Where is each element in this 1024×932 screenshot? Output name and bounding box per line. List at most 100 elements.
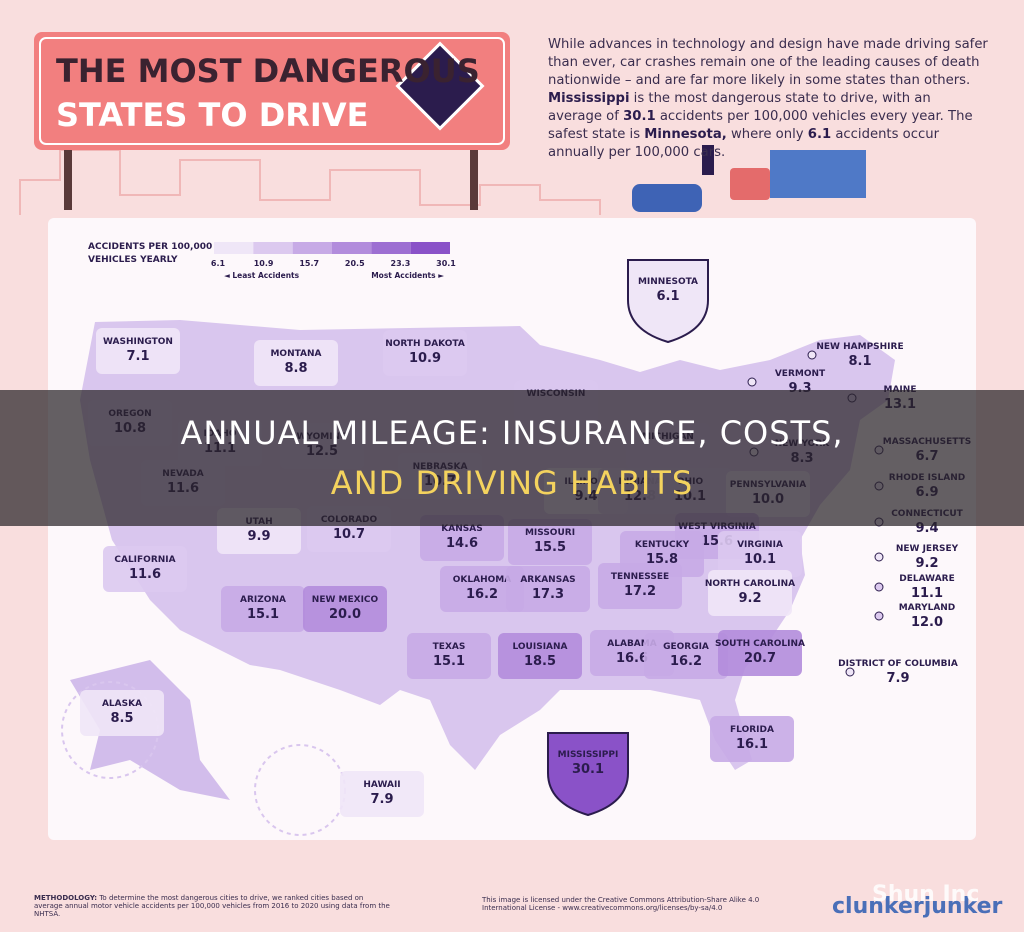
- state-value: 15.5: [534, 540, 566, 555]
- intro-segment: accidents per 100,000 vehicles every yea…: [548, 109, 973, 142]
- state-value: 16.1: [736, 737, 768, 752]
- state-value: 12.0: [911, 615, 943, 630]
- state-value: 15.1: [247, 607, 279, 622]
- legend-title: VEHICLES YEARLY: [88, 255, 178, 265]
- intro-segment: accidents occur annually per 100,000 car…: [548, 127, 940, 160]
- state-name: MISSISSIPPI: [558, 750, 619, 760]
- state-dot: [874, 582, 884, 592]
- traffic-light: [702, 145, 714, 175]
- state-region: [440, 566, 524, 612]
- state-name: NEW MEXICO: [312, 595, 379, 605]
- state-name: MINNESOTA: [638, 277, 698, 287]
- state-name: NORTH DAKOTA: [385, 339, 465, 349]
- state-value: 8.5: [110, 711, 133, 726]
- state-dot: [807, 350, 817, 360]
- overlay-title: AND DRIVING HABITS: [330, 464, 694, 502]
- state-region: [80, 690, 164, 736]
- state-region: [718, 630, 802, 676]
- state-region: [710, 716, 794, 762]
- legend-tick: 20.5: [345, 259, 365, 268]
- state-name: WASHINGTON: [103, 337, 173, 347]
- skyline: [19, 149, 601, 215]
- legend-tick: 10.9: [254, 259, 274, 268]
- intro-segment: Minnesota,: [644, 127, 727, 142]
- state-region: [420, 515, 504, 561]
- state-name: KENTUCKY: [635, 540, 690, 550]
- state-value: 15.1: [433, 654, 465, 669]
- state-region: [506, 566, 590, 612]
- state-name: ARIZONA: [240, 595, 286, 605]
- license: This image is licensed under the Creativ…: [482, 896, 760, 912]
- title-line: STATES TO DRIVE: [56, 96, 368, 134]
- state-region: [498, 633, 582, 679]
- state-name: SOUTH CAROLINA: [715, 639, 805, 649]
- state-name: NEW JERSEY: [896, 544, 959, 554]
- intro-segment: Mississippi: [548, 91, 630, 106]
- state-name: LOUISIANA: [512, 642, 567, 652]
- state-value: 10.7: [333, 527, 365, 542]
- state-value: 9.2: [738, 591, 761, 606]
- state-value: 10.1: [744, 552, 776, 567]
- intro-segment: where only: [726, 127, 808, 142]
- state-name: HAWAII: [363, 780, 400, 790]
- legend-title: ACCIDENTS PER 100,000: [88, 242, 212, 252]
- state-dot: [747, 377, 757, 387]
- state-value: 20.0: [329, 607, 361, 622]
- warning-sign: [395, 41, 485, 131]
- state-name: ALABAMA: [607, 639, 656, 649]
- overlay-title: ANNUAL MILEAGE: INSURANCE, COSTS,: [180, 414, 844, 452]
- legend-tick: 30.1: [436, 259, 456, 268]
- state-value: 16.6: [616, 651, 648, 666]
- title-line: THE MOST DANGEROUS: [56, 52, 480, 90]
- state-value: 8.8: [284, 361, 307, 376]
- intro-segment: 30.1: [623, 109, 656, 124]
- state-name: NEW HAMPSHIRE: [816, 342, 903, 352]
- methodology: METHODOLOGY: To determine the most dange…: [34, 894, 394, 918]
- state-region: [644, 633, 728, 679]
- state-region: [254, 340, 338, 386]
- legend-swatch: [332, 242, 372, 254]
- state-name: FLORIDA: [730, 725, 774, 735]
- state-name: ARKANSAS: [520, 575, 575, 585]
- state-dot: [845, 667, 855, 677]
- legend-swatch: [410, 242, 450, 254]
- state-value: 20.7: [744, 651, 776, 666]
- state-value: 17.2: [624, 584, 656, 599]
- state-value: 7.9: [886, 671, 909, 686]
- car: [632, 184, 702, 212]
- state-shield: [547, 732, 629, 817]
- legend: ACCIDENTS PER 100,000 VEHICLES YEARLY ◄ …: [88, 242, 456, 280]
- title-sign-border: [39, 37, 505, 145]
- state-dot: [874, 552, 884, 562]
- state-value: 11.1: [911, 586, 943, 601]
- state-region: [508, 519, 592, 565]
- state-name: KANSAS: [441, 524, 482, 534]
- state-name: NORTH CAROLINA: [705, 579, 795, 589]
- intro-text: While advances in technology and design …: [548, 36, 988, 162]
- state-value: 8.1: [848, 354, 871, 369]
- state-name: DISTRICT OF COLUMBIA: [838, 659, 958, 669]
- state-region: [708, 570, 792, 616]
- state-name: DELAWARE: [899, 574, 954, 584]
- state-name: MONTANA: [270, 349, 321, 359]
- legend-swatch: [292, 242, 332, 254]
- state-value: 16.2: [466, 587, 498, 602]
- state-name: OKLAHOMA: [453, 575, 511, 585]
- truck: [770, 150, 866, 198]
- sign-post: [470, 150, 478, 210]
- legend-swatch: [214, 242, 254, 254]
- watermark: Shun Inc: [872, 882, 980, 907]
- state-name: MARYLAND: [899, 603, 956, 613]
- legend-swatch: [253, 242, 293, 254]
- legend-tick: 23.3: [391, 259, 411, 268]
- state-name: VIRGINIA: [737, 540, 783, 550]
- state-value: 18.5: [524, 654, 556, 669]
- state-value: 11.6: [129, 567, 161, 582]
- state-value: 17.3: [532, 587, 564, 602]
- state-value: 9.9: [247, 529, 270, 544]
- legend-tick: 15.7: [299, 259, 319, 268]
- state-name: WEST VIRGINIA: [678, 522, 756, 532]
- state-dot: [874, 611, 884, 621]
- state-region: [221, 586, 305, 632]
